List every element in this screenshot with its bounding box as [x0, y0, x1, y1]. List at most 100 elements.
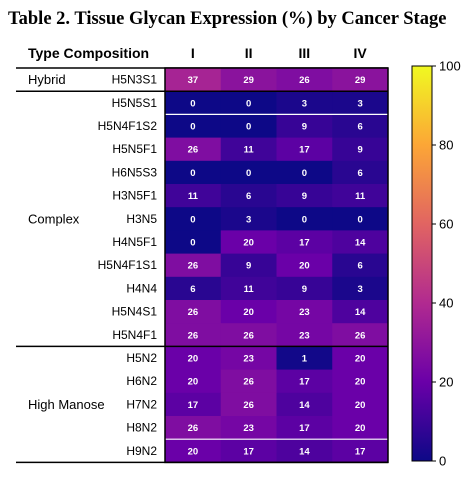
row-label: H5N4F1: [112, 328, 157, 342]
heatmap-cell: [332, 68, 389, 92]
heatmap-cell: [220, 276, 277, 301]
colorbar-tick-label: 20: [439, 375, 453, 390]
colorbar-tick-label: 60: [439, 217, 453, 232]
cell-value: 20: [188, 446, 199, 457]
colorbar-tick-label: 100: [439, 59, 461, 74]
cell-value: 20: [355, 377, 366, 388]
heatmap-cell: [165, 253, 222, 278]
cell-value: 9: [302, 191, 307, 202]
cell-value: 17: [355, 446, 366, 457]
heatmap-cell: [276, 230, 333, 255]
heatmap-cell: [220, 369, 277, 394]
cell-value: 26: [188, 330, 199, 341]
heatmap-cell: [276, 91, 333, 115]
row-label: H3N5F1: [112, 189, 157, 203]
cell-value: 9: [246, 261, 251, 272]
cell-value: 0: [190, 168, 195, 179]
cell-value: 1: [302, 354, 308, 365]
heatmap-cell: [220, 416, 277, 440]
cell-value: 0: [190, 238, 195, 249]
colorbar-tick-label: 0: [439, 454, 446, 469]
heatmap-cell: [332, 253, 389, 278]
cell-value: 17: [299, 238, 310, 249]
row-label: H3N5: [126, 212, 157, 226]
row-label: H6N2: [126, 374, 157, 388]
heatmap-cell: [276, 68, 333, 92]
heatmap-cell: [276, 392, 333, 417]
row-label: H6N5S3: [112, 165, 158, 179]
row-label: H5N4F1S1: [98, 258, 158, 272]
heatmap-cell: [220, 137, 277, 162]
cell-value: 20: [355, 354, 366, 365]
heatmap-cell: [220, 323, 277, 347]
cell-value: 23: [299, 330, 310, 341]
cell-value: 20: [355, 400, 366, 411]
row-label: H5N5F1: [112, 142, 157, 156]
heatmap-cell: [332, 207, 389, 231]
column-header-II: II: [245, 45, 253, 61]
heatmap-cell: [276, 276, 333, 301]
heatmap-cell: [276, 416, 333, 440]
cell-value: 20: [243, 238, 254, 249]
row-label: H4N5F1: [112, 235, 157, 249]
row-label: H5N5S1: [112, 96, 158, 110]
heatmap-cell: [276, 184, 333, 208]
cell-value: 14: [355, 307, 366, 318]
cell-value: 29: [355, 75, 366, 86]
table-title: Table 2. Tissue Glycan Expression (%) by…: [8, 9, 447, 29]
heatmap-cell: [332, 276, 389, 301]
cell-value: 26: [299, 75, 310, 86]
heatmap-cell: [220, 68, 277, 92]
cell-value: 11: [244, 145, 255, 156]
cell-value: 17: [188, 400, 199, 411]
heatmap-cell: [332, 184, 389, 208]
cell-value: 23: [243, 423, 254, 434]
cell-value: 26: [188, 423, 199, 434]
cell-value: 3: [357, 284, 362, 295]
cell-value: 20: [188, 377, 199, 388]
cell-value: 11: [355, 191, 366, 202]
cell-value: 3: [357, 98, 362, 109]
heatmap-cell: [165, 230, 222, 255]
heatmap-cell: [165, 137, 222, 162]
heatmap-cell: [276, 323, 333, 347]
cell-value: 23: [243, 354, 254, 365]
cell-value: 20: [188, 354, 199, 365]
heatmap-cell: [220, 114, 277, 139]
cell-value: 20: [243, 307, 254, 318]
heatmap-cell: [220, 253, 277, 278]
heatmap-cell: [165, 416, 222, 440]
cell-value: 6: [357, 122, 362, 133]
cell-value: 9: [302, 284, 307, 295]
cell-value: 9: [357, 145, 362, 156]
heatmap-cell: [332, 230, 389, 255]
heatmap-cell: [165, 184, 222, 208]
cell-value: 26: [243, 400, 254, 411]
cell-value: 26: [243, 330, 254, 341]
heatmap-cell: [276, 439, 333, 463]
heatmap-cell: [332, 300, 389, 324]
heatmap-cell: [165, 439, 222, 463]
row-label: H7N2: [126, 397, 157, 411]
cell-value: 26: [355, 330, 366, 341]
row-label: H5N3S1: [112, 73, 158, 87]
cell-value: 0: [302, 168, 307, 179]
heatmap-cell: [332, 160, 389, 185]
cell-value: 3: [302, 98, 307, 109]
cell-value: 0: [357, 214, 362, 225]
heatmap-cell: [165, 68, 222, 92]
cell-value: 20: [355, 423, 366, 434]
column-header-IV: IV: [354, 45, 368, 61]
heatmap-cell: [276, 346, 333, 371]
heatmap-cell: [220, 300, 277, 324]
heatmap-cell: [332, 416, 389, 440]
cell-value: 29: [243, 75, 254, 86]
cell-value: 17: [243, 446, 254, 457]
cell-value: 23: [299, 307, 310, 318]
heatmap-cell: [165, 276, 222, 301]
cell-value: 6: [246, 191, 251, 202]
heatmap-cell: [332, 323, 389, 347]
heatmap-cell: [165, 392, 222, 417]
heatmap-cell: [332, 392, 389, 417]
